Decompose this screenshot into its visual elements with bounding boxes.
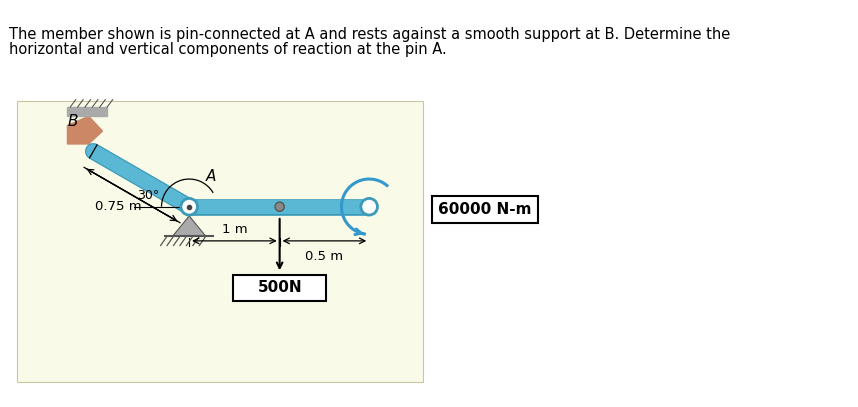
Circle shape xyxy=(275,202,284,211)
Text: A: A xyxy=(206,168,216,184)
Bar xyxy=(233,275,326,301)
Circle shape xyxy=(361,199,378,215)
Text: 500N: 500N xyxy=(257,280,302,295)
Text: 30°: 30° xyxy=(137,189,160,202)
Polygon shape xyxy=(68,107,107,116)
Text: B: B xyxy=(68,114,78,129)
Bar xyxy=(432,196,538,223)
Text: 1 m: 1 m xyxy=(221,223,247,236)
Text: 60000 N-m: 60000 N-m xyxy=(438,202,532,217)
Text: 0.5 m: 0.5 m xyxy=(305,250,343,263)
Text: horizontal and vertical components of reaction at the pin A.: horizontal and vertical components of re… xyxy=(9,42,447,57)
Text: The member shown is pin-connected at A and rests against a smooth support at B. : The member shown is pin-connected at A a… xyxy=(9,27,730,42)
Text: 0.75 m: 0.75 m xyxy=(95,200,142,212)
Polygon shape xyxy=(68,116,102,144)
Circle shape xyxy=(181,199,197,215)
Polygon shape xyxy=(172,216,206,236)
Bar xyxy=(16,101,423,382)
